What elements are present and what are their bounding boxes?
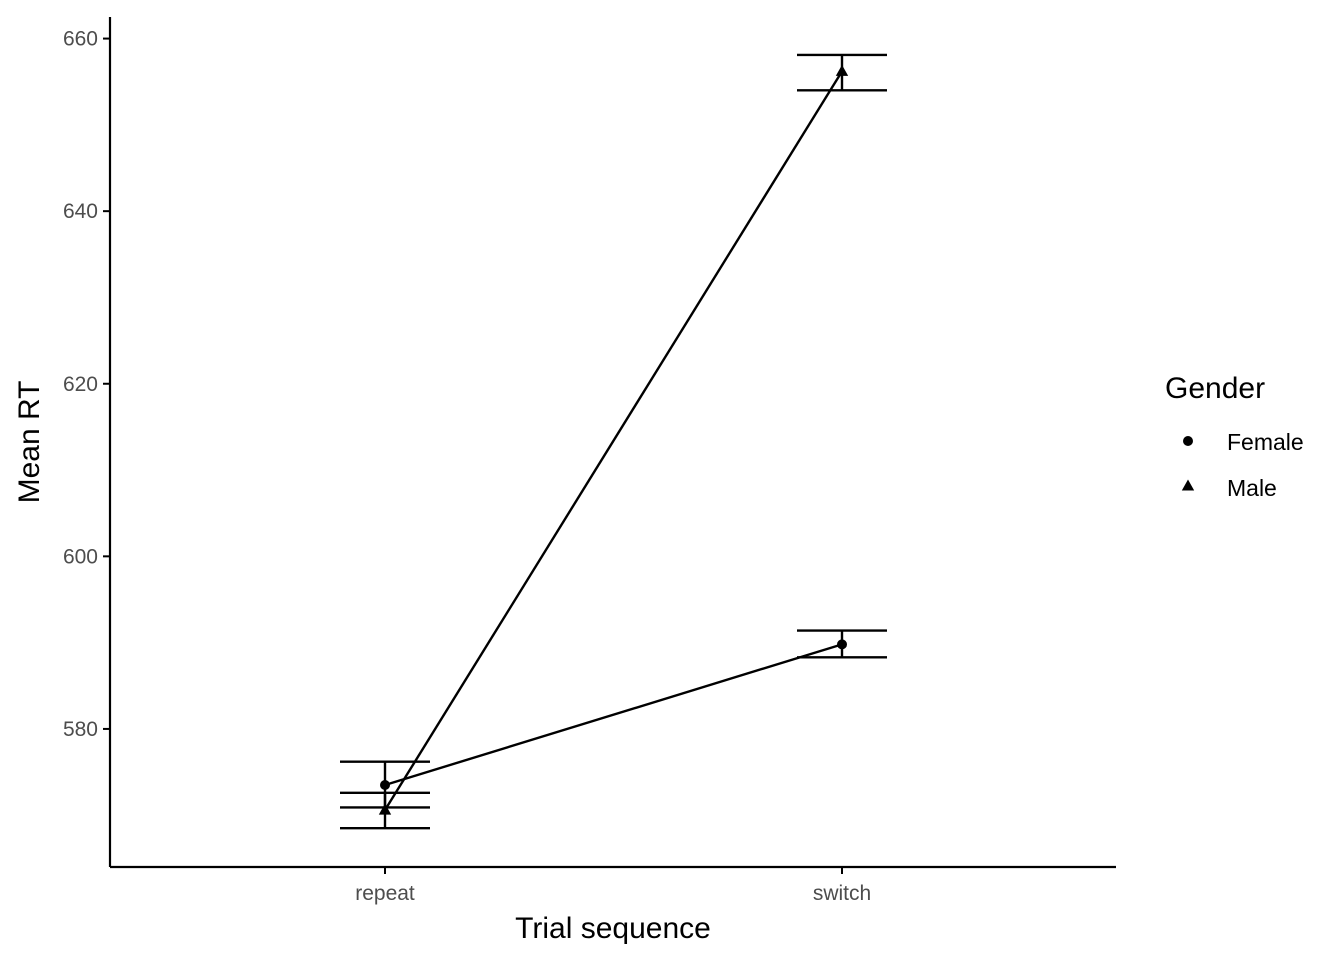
series-female <box>340 629 887 809</box>
y-tick-label: 660 <box>63 28 98 51</box>
legend-key-female <box>1183 436 1193 446</box>
legend: Gender Female Male <box>1165 372 1304 501</box>
x-axis-ticks: repeat switch <box>355 867 871 905</box>
legend-item-female: Female <box>1183 429 1304 455</box>
y-axis-ticks: 580 600 620 640 660 <box>63 28 110 741</box>
legend-key-male <box>1181 479 1195 491</box>
point-female <box>837 639 847 650</box>
legend-label-male: Male <box>1227 475 1277 501</box>
legend-label-female: Female <box>1227 429 1304 455</box>
point-male <box>378 803 392 815</box>
point-male <box>835 64 849 76</box>
series-line-male <box>383 70 844 811</box>
series-male <box>340 53 887 830</box>
y-axis-title: Mean RT <box>13 381 46 504</box>
series-line-female <box>384 643 843 787</box>
legend-item-male: Male <box>1181 475 1277 501</box>
legend-title: Gender <box>1165 372 1265 405</box>
x-tick-label-repeat: repeat <box>355 882 415 905</box>
y-tick-label: 620 <box>63 373 98 396</box>
plot-area <box>340 53 887 830</box>
y-tick-label: 580 <box>63 718 98 741</box>
x-tick-label-switch: switch <box>813 882 871 905</box>
y-tick-label: 640 <box>63 200 98 223</box>
y-tick-label: 600 <box>63 545 98 568</box>
x-axis-title: Trial sequence <box>515 912 711 945</box>
point-female <box>380 780 390 791</box>
